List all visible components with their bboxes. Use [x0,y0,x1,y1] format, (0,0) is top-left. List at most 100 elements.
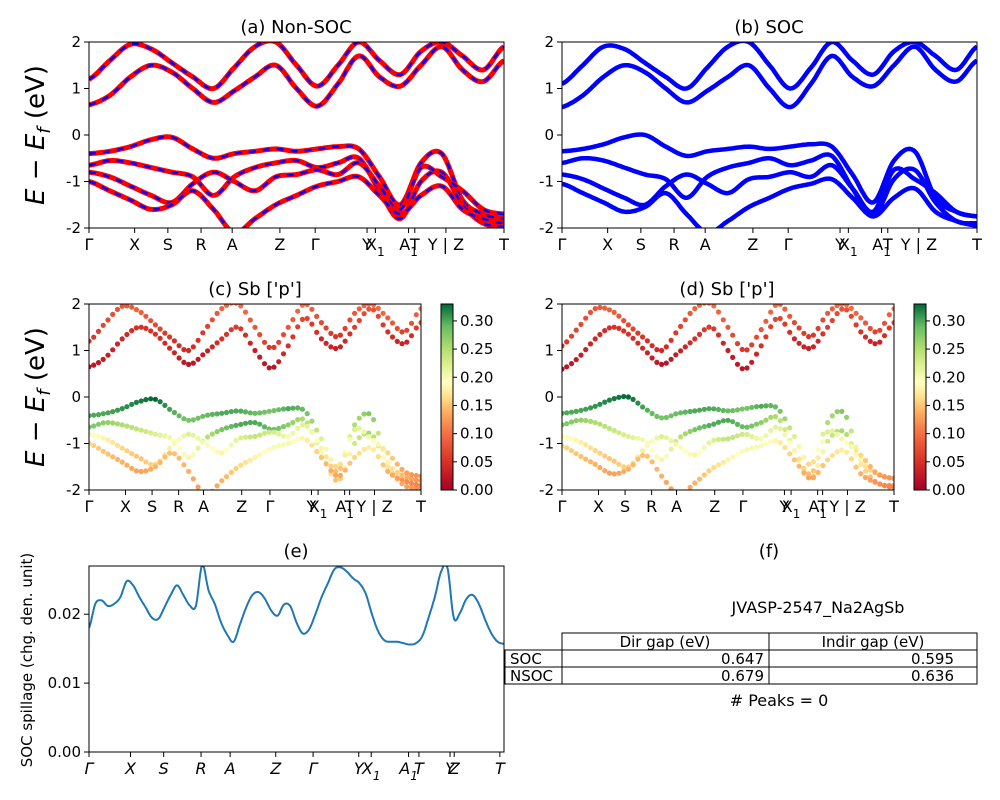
projected-point [375,313,381,319]
material-id: JVASP-2547_Na2AgSb [731,598,905,618]
projected-point [796,340,802,346]
projected-point [143,428,149,435]
projected-point [138,398,144,404]
projected-point [176,343,182,349]
projected-point [687,484,693,490]
projected-point [606,325,613,331]
projected-point [299,422,305,428]
projected-point [233,437,239,443]
projected-point [404,479,410,485]
projected-point [318,454,324,460]
projected-point [791,457,798,463]
projected-point [385,459,391,465]
table-row-soc-indir: 0.595 [911,650,954,668]
projected-point [673,491,678,496]
projected-point [186,361,192,367]
projected-point [238,408,244,414]
projected-point [720,418,726,424]
projected-point [89,364,92,370]
projected-point [257,452,263,458]
projected-point [711,326,717,332]
panel-a-non-soc-bands: (a) Non-SOC E − Ef (eV) -2 -1 0 1 2 Γ X S R A Z Γ Y… [21,17,509,259]
projected-point [280,424,287,430]
x-tick-label: T [882,235,893,254]
projected-point [257,354,263,360]
projected-point [725,436,731,442]
panel-b-title: (b) SOC [734,17,803,38]
projected-point [176,355,182,361]
projected-point [649,459,655,465]
projected-point [223,409,230,416]
projected-point [309,321,315,327]
projected-point [252,410,258,416]
band-line-dash [89,45,504,108]
projected-point [399,466,405,472]
y-tick-label: 2 [544,33,554,51]
x-tick-label: Γ [784,235,793,254]
projected-point [100,411,106,417]
projected-point [95,360,102,366]
projected-point [356,425,362,431]
projected-point [668,486,674,490]
projected-point [625,466,632,472]
projected-point [271,364,277,370]
projected-point [810,344,817,350]
projected-point [720,407,726,414]
projected-point [152,396,158,402]
projected-point [261,449,268,455]
projected-point [820,449,826,455]
projected-point [806,471,812,477]
projected-point [162,433,168,439]
projected-point [205,434,211,440]
projected-point [630,396,636,402]
projected-point [753,334,760,340]
projected-point [621,432,627,438]
projected-point [299,304,305,308]
projected-point [782,444,788,451]
panel-a-title: (a) Non-SOC [240,17,351,38]
projected-point [233,408,239,414]
projected-point [611,324,617,330]
projected-point [640,448,646,454]
projected-point [730,354,736,360]
projected-point [739,406,745,412]
projected-point [678,434,684,440]
projected-point [806,345,812,352]
x-tick-label: Γ [85,759,95,778]
projected-point [820,462,826,469]
projected-point [352,440,358,447]
projected-point [867,325,873,332]
projected-point [744,424,750,430]
projected-point [129,304,135,310]
projected-point [768,309,774,315]
projected-point [564,421,570,427]
projected-point [730,408,736,414]
projected-point [810,475,817,481]
x-tick-label: Γ [309,759,319,778]
projected-point [597,450,603,456]
projected-point [210,488,215,490]
projected-point [839,306,845,312]
projected-point [371,438,377,444]
projected-point [276,359,282,365]
projected-point [171,338,177,344]
projected-point [682,409,688,415]
projected-point [242,332,249,338]
projected-point [791,447,798,454]
projected-point [715,309,722,315]
projected-point [659,415,665,421]
projected-point [124,331,130,338]
x-tick-label: X1 [839,235,858,259]
projected-point [678,410,684,416]
y-tick-label: 0 [71,388,81,406]
projected-point [687,340,693,346]
projected-point [404,484,410,490]
band-line-dash [89,135,504,220]
x-tick-label: R [195,759,206,778]
projected-point [276,425,282,431]
projected-point [413,477,419,483]
projected-point [119,459,125,465]
projected-point [114,306,121,312]
projected-point [815,338,821,344]
panel-d-title: (d) Sb ['p'] [679,279,774,300]
